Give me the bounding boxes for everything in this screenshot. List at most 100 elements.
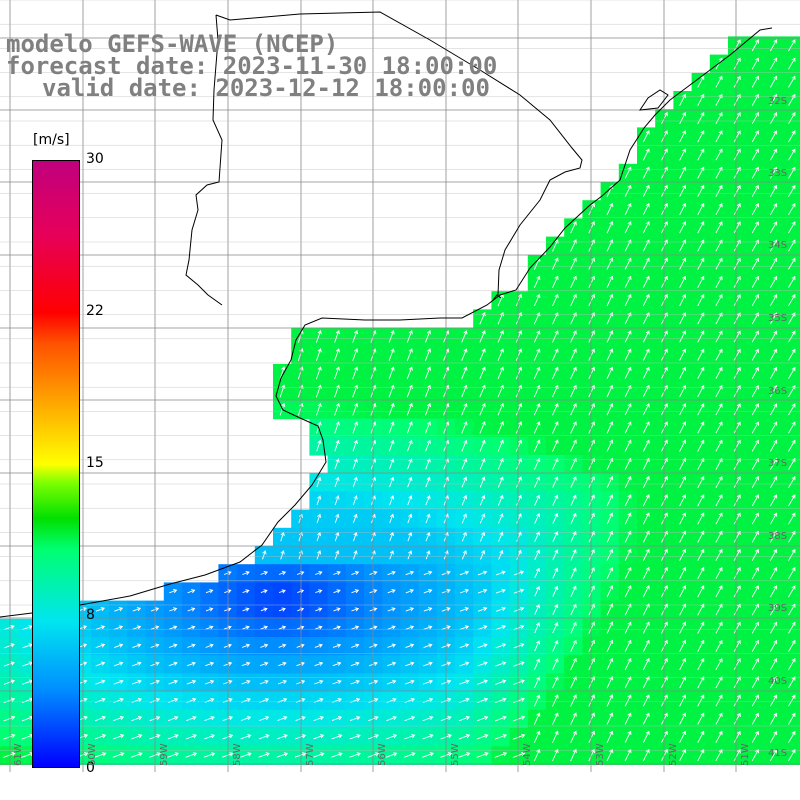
wind-arrow <box>277 716 288 722</box>
wind-arrow <box>388 366 395 380</box>
wind-arrow <box>642 202 650 216</box>
wind-arrow <box>697 494 705 507</box>
wind-arrow <box>406 348 413 361</box>
wind-arrow <box>497 366 504 380</box>
wind-arrow <box>223 625 232 630</box>
wind-arrow <box>770 621 778 634</box>
wind-arrow <box>770 494 778 507</box>
wind-arrow <box>770 421 778 434</box>
wind-arrow <box>552 748 559 762</box>
wind-arrow <box>185 752 198 758</box>
wind-arrow <box>387 661 397 667</box>
wind-arrow <box>570 748 577 762</box>
wind-arrow <box>461 384 468 398</box>
wind-arrow <box>130 752 143 758</box>
wind-arrow <box>770 749 778 762</box>
wind-arrow <box>588 348 595 361</box>
wind-arrow <box>404 679 415 685</box>
wind-arrow <box>679 603 687 616</box>
wind-arrow <box>606 621 614 634</box>
wind-arrow <box>679 657 687 671</box>
wind-arrow <box>350 661 360 667</box>
wind-arrow <box>258 752 271 758</box>
wind-arrow <box>534 513 540 524</box>
wind-arrow <box>733 112 741 125</box>
wind-arrow <box>497 457 504 470</box>
wind-arrow <box>296 643 305 648</box>
wind-arrow <box>697 366 705 379</box>
wind-arrow <box>642 148 650 161</box>
wind-arrow <box>733 221 741 234</box>
wind-arrow <box>624 384 632 398</box>
wind-arrow <box>296 661 305 667</box>
wind-arrow <box>533 439 541 452</box>
wind-arrow <box>588 384 595 398</box>
wind-arrow <box>642 421 650 434</box>
wind-arrow <box>316 550 322 560</box>
wind-arrow <box>770 294 778 307</box>
wind-arrow <box>497 402 504 416</box>
wind-arrow <box>588 603 595 616</box>
wind-arrow <box>315 607 323 612</box>
wind-arrow <box>168 661 178 667</box>
wind-arrow <box>751 403 759 416</box>
colorbar-unit: [m/s] <box>33 132 70 148</box>
wind-arrow <box>788 730 796 743</box>
wind-arrow <box>624 221 632 234</box>
lon-label-59W: 59W <box>159 743 170 766</box>
wind-arrow <box>788 366 796 379</box>
wind-arrow <box>260 643 269 648</box>
wind-arrow <box>751 385 759 398</box>
wind-arrow <box>588 748 595 762</box>
wind-arrow <box>3 733 16 740</box>
wind-arrow <box>259 661 269 667</box>
wind-arrow <box>167 752 180 758</box>
wind-arrow <box>277 679 288 685</box>
wind-arrow <box>406 329 413 343</box>
wind-arrow <box>495 570 506 576</box>
wind-arrow <box>624 512 632 525</box>
wind-arrow <box>315 589 323 594</box>
lon-label-51W: 51W <box>740 743 751 766</box>
wind-arrow <box>697 621 705 634</box>
wind-arrow <box>588 202 595 216</box>
wind-arrow <box>733 385 741 398</box>
wind-arrow <box>352 531 358 542</box>
wind-arrow <box>276 752 289 758</box>
wind-arrow <box>770 603 778 616</box>
wind-arrow <box>770 548 778 561</box>
wind-arrow <box>606 421 614 434</box>
wind-arrow <box>788 621 796 634</box>
wind-arrow <box>314 643 323 648</box>
wind-arrow <box>425 458 431 470</box>
wind-arrow <box>316 439 322 452</box>
wind-arrow <box>624 494 632 507</box>
wind-arrow <box>570 293 577 307</box>
wind-arrow <box>642 494 650 507</box>
lon-label-60W: 60W <box>87 743 98 766</box>
wind-arrow <box>240 716 252 722</box>
wind-arrow <box>385 752 398 758</box>
wind-arrow <box>132 643 142 649</box>
wind-arrow <box>679 730 687 743</box>
wind-arrow <box>205 607 214 612</box>
wind-arrow <box>533 293 541 307</box>
wind-arrow <box>461 402 468 416</box>
wind-arrow <box>515 366 523 380</box>
wind-arrow <box>624 475 632 489</box>
wind-arrow <box>403 752 416 758</box>
wind-arrow <box>407 550 413 560</box>
wind-arrow <box>222 734 234 740</box>
wind-arrow <box>479 402 486 416</box>
wind-arrow <box>733 730 741 743</box>
wind-arrow <box>715 257 723 270</box>
wind-arrow <box>624 202 632 216</box>
wind-arrow <box>406 421 413 434</box>
wind-arrow <box>697 475 705 489</box>
wind-arrow <box>770 512 778 525</box>
wind-arrow <box>405 661 415 667</box>
wind-arrow <box>624 439 632 452</box>
wind-arrow <box>624 293 632 307</box>
wind-arrow <box>223 661 233 667</box>
wind-arrow <box>406 402 413 416</box>
